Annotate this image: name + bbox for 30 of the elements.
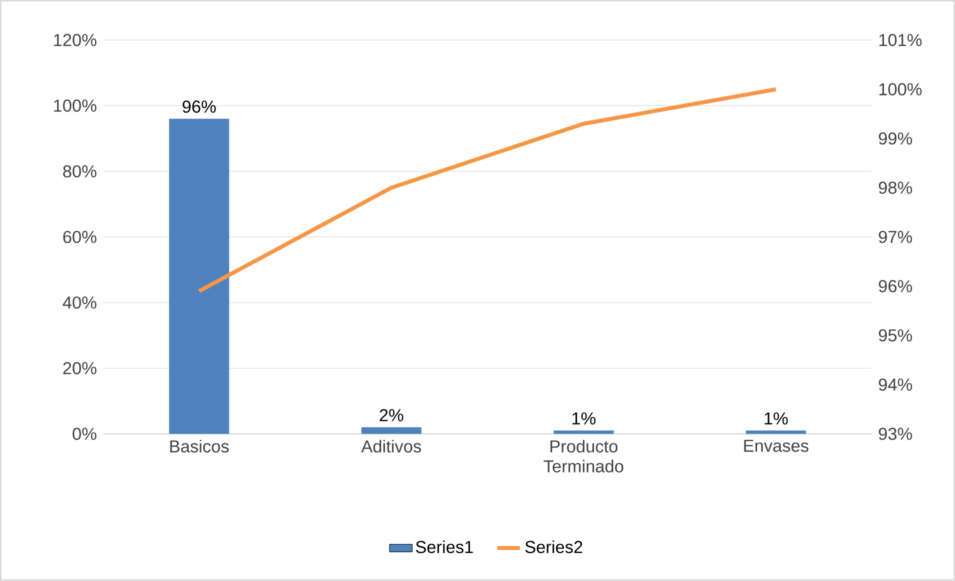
- x-tick-label: Basicos: [170, 440, 229, 453]
- data-label: 2%: [380, 409, 404, 422]
- y2-tick-label: 98%: [878, 182, 912, 194]
- x-tick-label: Producto Terminado: [544, 440, 624, 473]
- y-tick-label: 120%: [54, 34, 96, 46]
- y2-tick-label: 95%: [878, 329, 912, 342]
- y-tick-label: 40%: [62, 296, 96, 309]
- data-label: 1%: [764, 412, 788, 425]
- bar: [361, 427, 422, 434]
- legend-label: Series2: [525, 540, 582, 554]
- y2-tick-label: 96%: [878, 280, 912, 292]
- bar: [169, 118, 230, 434]
- y2-tick-label: 100%: [879, 83, 922, 96]
- y2-tick-label: 97%: [878, 230, 912, 244]
- y-tick-label: 60%: [63, 230, 96, 244]
- y2-tick-label: 101%: [879, 34, 922, 46]
- y2-tick-label: 93%: [878, 428, 912, 440]
- y-tick-label: 20%: [63, 362, 96, 374]
- legend-label: Series1: [416, 540, 473, 554]
- x-tick-label: Envases: [744, 440, 808, 452]
- data-label: 1%: [572, 412, 596, 425]
- y2-tick-label: 99%: [878, 132, 912, 145]
- bar: [554, 430, 614, 434]
- y-tick-label: 0%: [72, 428, 96, 440]
- x-tick-label: Aditivos: [361, 440, 421, 453]
- bar: [746, 430, 806, 434]
- y-tick-label: 80%: [63, 165, 96, 178]
- data-label: 96%: [182, 100, 216, 113]
- y2-tick-label: 94%: [878, 378, 912, 391]
- y-tick-label: 100%: [54, 100, 96, 112]
